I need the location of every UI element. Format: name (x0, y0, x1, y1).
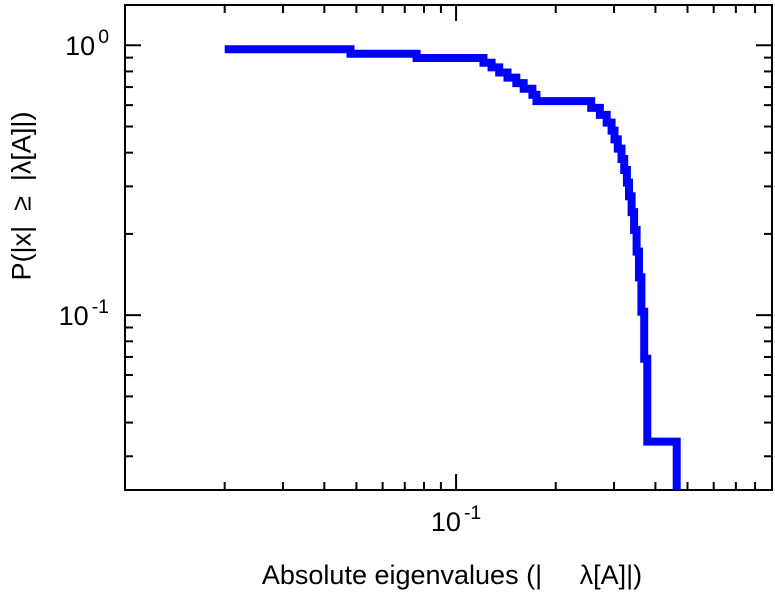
ccdf-step-line (224, 45, 681, 490)
x-axis-label: Absolute eigenvalues (| λ[A]|) (261, 560, 643, 590)
y-tick-exponent: -1 (91, 296, 109, 319)
y-tick-label-0p1: 10 -1 (58, 297, 109, 332)
x-tick-exponent: -1 (463, 502, 482, 524)
y-tick-base: 10 (65, 31, 96, 62)
plot-frame (124, 4, 773, 491)
x-tick-base: 10 (430, 507, 461, 537)
y-tick-label-1: 10 0 (65, 28, 109, 62)
y-axis-label: P(|x| ≥ |λ[A]|) (6, 111, 37, 281)
y-tick-base: 10 (58, 301, 89, 332)
x-tick-label-0p1: 10 -1 (430, 503, 481, 537)
y-tick-exponent: 0 (98, 26, 109, 49)
